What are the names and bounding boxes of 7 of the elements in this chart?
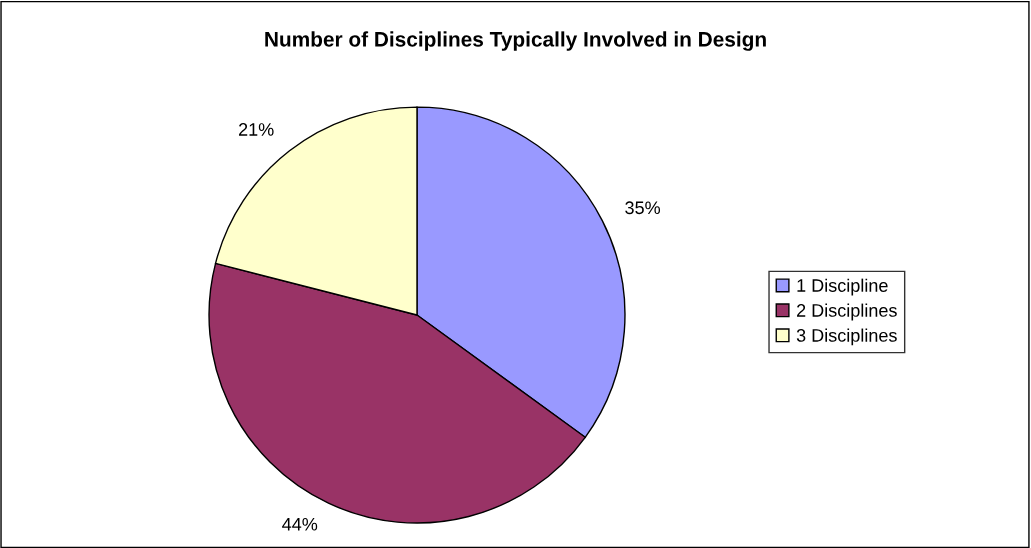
legend-label: 3 Disciplines: [796, 328, 897, 346]
chart-title: Number of Disciplines Typically Involved in Design: [265, 31, 766, 51]
data-label: 21%: [239, 123, 274, 136]
legend-label: 2 Disciplines: [797, 303, 897, 321]
legend-label: 1 Discipline: [797, 278, 888, 296]
data-label: 35%: [625, 201, 661, 215]
data-label: 44%: [282, 517, 318, 531]
